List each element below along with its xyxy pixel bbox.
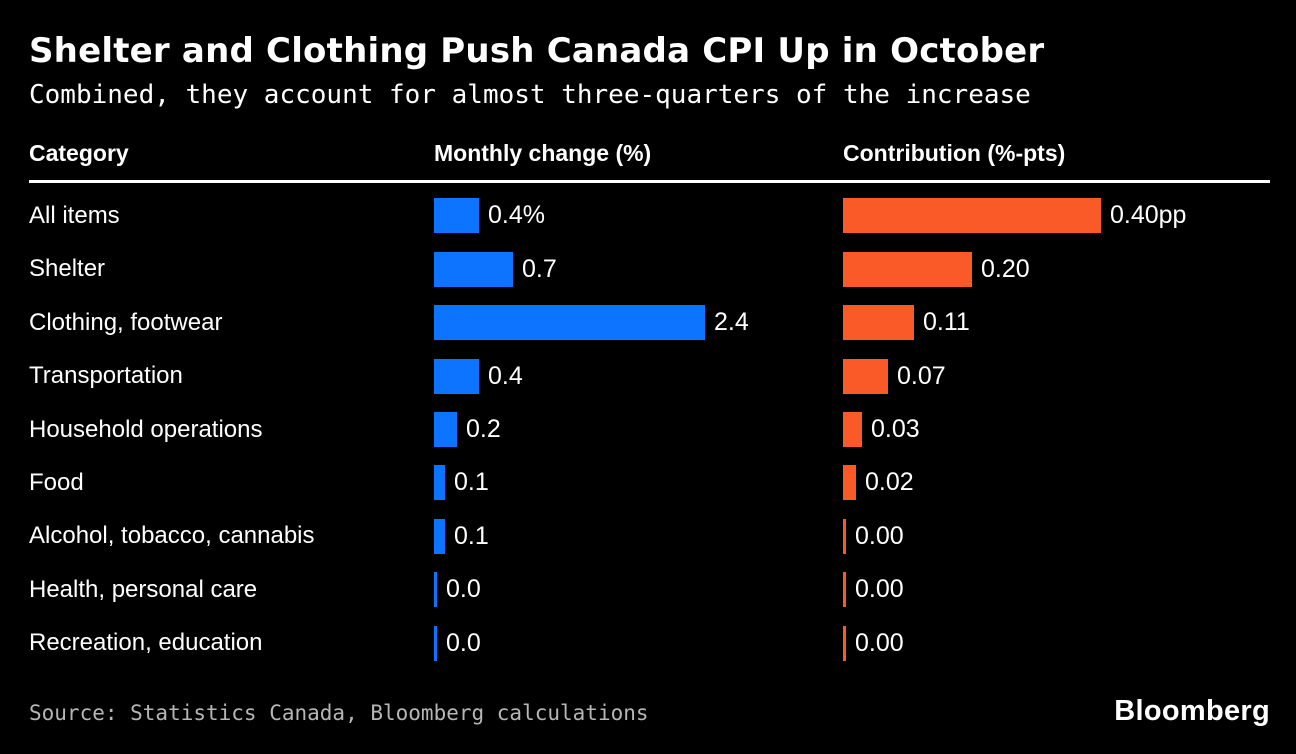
monthly-change-bar-cell: 0.1: [434, 510, 843, 563]
monthly-change-bar-cell: 0.2: [434, 403, 843, 456]
contribution-bar-cell: 0.07: [843, 349, 1270, 402]
contribution-bar-cell: 0.00: [843, 510, 1270, 563]
table-row: Household operations 0.2 0.03: [29, 403, 1270, 456]
column-header-monthly-change: Monthly change (%): [434, 140, 652, 167]
contribution-bar-cell: 0.02: [843, 456, 1270, 509]
monthly-change-bar-cell: 0.1: [434, 456, 843, 509]
monthly-change-bar: [434, 305, 705, 341]
contribution-bar-cell: 0.11: [843, 296, 1270, 349]
monthly-change-bar-value: 2.4: [714, 308, 749, 337]
contribution-bar-value: 0.00: [855, 628, 904, 657]
contribution-bar: [843, 625, 846, 661]
contribution-bar-value: 0.03: [871, 415, 920, 444]
contribution-bar-value: 0.02: [865, 468, 914, 497]
monthly-change-bar: [434, 412, 457, 448]
chart-title: Shelter and Clothing Push Canada CPI Up …: [29, 31, 1045, 71]
header-rule: [29, 180, 1270, 184]
row-label: Alcohol, tobacco, cannabis: [29, 522, 315, 550]
table-row: Shelter 0.7 0.20: [29, 243, 1270, 296]
bloomberg-logo: Bloomberg: [1114, 694, 1270, 727]
monthly-change-bar-value: 0.0: [446, 575, 481, 604]
row-label: Transportation: [29, 362, 183, 390]
row-label: Shelter: [29, 255, 106, 283]
contribution-bar-cell: 0.00: [843, 616, 1270, 669]
column-header-contribution: Contribution (%-pts): [843, 140, 1066, 167]
row-label: Health, personal care: [29, 575, 258, 603]
monthly-change-bar: [434, 465, 445, 501]
monthly-change-bar-cell: 0.0: [434, 563, 843, 616]
table-row: Alcohol, tobacco, cannabis 0.1 0.00: [29, 510, 1270, 563]
monthly-change-bar-cell: 0.0: [434, 616, 843, 669]
column-header-category: Category: [29, 140, 129, 167]
contribution-bar-value: 0.00: [855, 521, 904, 550]
monthly-change-bar-value: 0.4%: [488, 201, 545, 230]
table-row: Food 0.1 0.02: [29, 456, 1270, 509]
row-label: Household operations: [29, 415, 263, 443]
contribution-bar: [843, 465, 856, 501]
chart-subtitle: Combined, they account for almost three-…: [29, 79, 1031, 110]
row-label: Recreation, education: [29, 629, 263, 657]
contribution-bar: [843, 572, 846, 608]
monthly-change-bar: [434, 358, 479, 394]
contribution-bar-value: 0.20: [981, 254, 1030, 283]
monthly-change-bar-value: 0.4: [488, 361, 523, 390]
contribution-bar-cell: 0.03: [843, 403, 1270, 456]
monthly-change-bar-cell: 2.4: [434, 296, 843, 349]
contribution-bar: [843, 251, 972, 287]
monthly-change-bar-cell: 0.7: [434, 243, 843, 296]
table-row: Transportation 0.4 0.07: [29, 349, 1270, 402]
monthly-change-bar-cell: 0.4: [434, 349, 843, 402]
column-headers: Category Monthly change (%) Contribution…: [29, 140, 1270, 167]
contribution-bar: [843, 198, 1101, 234]
monthly-change-bar: [434, 198, 479, 234]
row-label: Food: [29, 468, 84, 496]
monthly-change-bar: [434, 251, 513, 287]
monthly-change-bar-value: 0.1: [454, 521, 489, 550]
contribution-bar: [843, 358, 888, 394]
footer: Source: Statistics Canada, Bloomberg cal…: [29, 695, 1270, 728]
monthly-change-bar-value: 0.1: [454, 468, 489, 497]
table-row: Clothing, footwear 2.4 0.11: [29, 296, 1270, 349]
contribution-bar-cell: 0.20: [843, 243, 1270, 296]
contribution-bar: [843, 518, 846, 554]
bar-table: All items 0.4% 0.40pp Shelter 0.7 0.20 Clothin…: [29, 183, 1270, 670]
row-label: Clothing, footwear: [29, 308, 223, 336]
table-row: Recreation, education 0.0 0.00: [29, 616, 1270, 669]
contribution-bar: [843, 305, 914, 341]
monthly-change-bar: [434, 625, 437, 661]
monthly-change-bar-value: 0.2: [466, 415, 501, 444]
monthly-change-bar-value: 0.7: [522, 254, 557, 283]
contribution-bar-cell: 0.00: [843, 563, 1270, 616]
table-row: Health, personal care 0.0 0.00: [29, 563, 1270, 616]
contribution-bar-value: 0.00: [855, 575, 904, 604]
contribution-bar: [843, 412, 862, 448]
contribution-bar-cell: 0.40pp: [843, 189, 1270, 242]
source-note: Source: Statistics Canada, Bloomberg cal…: [29, 700, 649, 725]
monthly-change-bar-value: 0.0: [446, 628, 481, 657]
contribution-bar-value: 0.40pp: [1110, 201, 1187, 230]
row-label: All items: [29, 201, 120, 229]
monthly-change-bar-cell: 0.4%: [434, 189, 843, 242]
contribution-bar-value: 0.07: [897, 361, 946, 390]
monthly-change-bar: [434, 518, 445, 554]
contribution-bar-value: 0.11: [923, 308, 970, 337]
monthly-change-bar: [434, 572, 437, 608]
table-row: All items 0.4% 0.40pp: [29, 189, 1270, 242]
